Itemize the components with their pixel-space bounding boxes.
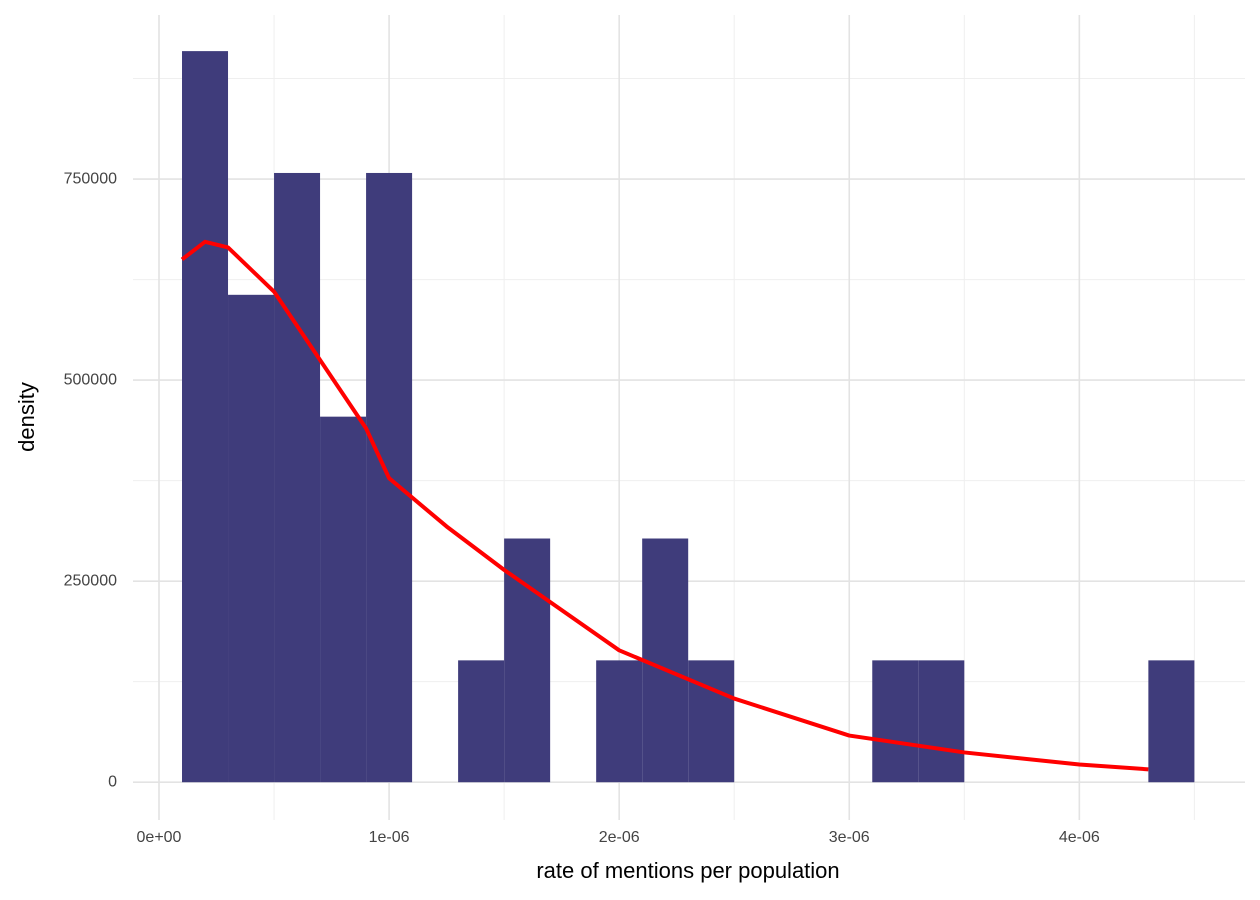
bar xyxy=(596,660,643,783)
y-tick-label: 0 xyxy=(108,773,117,790)
bar xyxy=(1148,660,1195,783)
y-axis-title: density xyxy=(14,382,39,452)
bar xyxy=(504,538,551,783)
y-tick-label: 250000 xyxy=(64,572,117,589)
bar xyxy=(182,51,229,783)
bar xyxy=(228,294,275,783)
x-axis-title: rate of mentions per population xyxy=(536,858,839,883)
bar xyxy=(642,538,689,783)
bar xyxy=(688,660,735,783)
x-tick-label: 0e+00 xyxy=(137,829,182,846)
x-tick-label: 2e-06 xyxy=(599,829,640,846)
bar xyxy=(320,416,367,783)
bar xyxy=(918,660,965,783)
x-tick-label: 3e-06 xyxy=(829,829,870,846)
x-tick-label: 1e-06 xyxy=(369,829,410,846)
bar xyxy=(872,660,919,783)
bar xyxy=(458,660,505,783)
y-tick-label: 750000 xyxy=(64,170,117,187)
x-tick-label: 4e-06 xyxy=(1059,829,1100,846)
bar xyxy=(274,172,321,783)
density-curve xyxy=(180,239,1149,772)
y-tick-label: 500000 xyxy=(64,371,117,388)
